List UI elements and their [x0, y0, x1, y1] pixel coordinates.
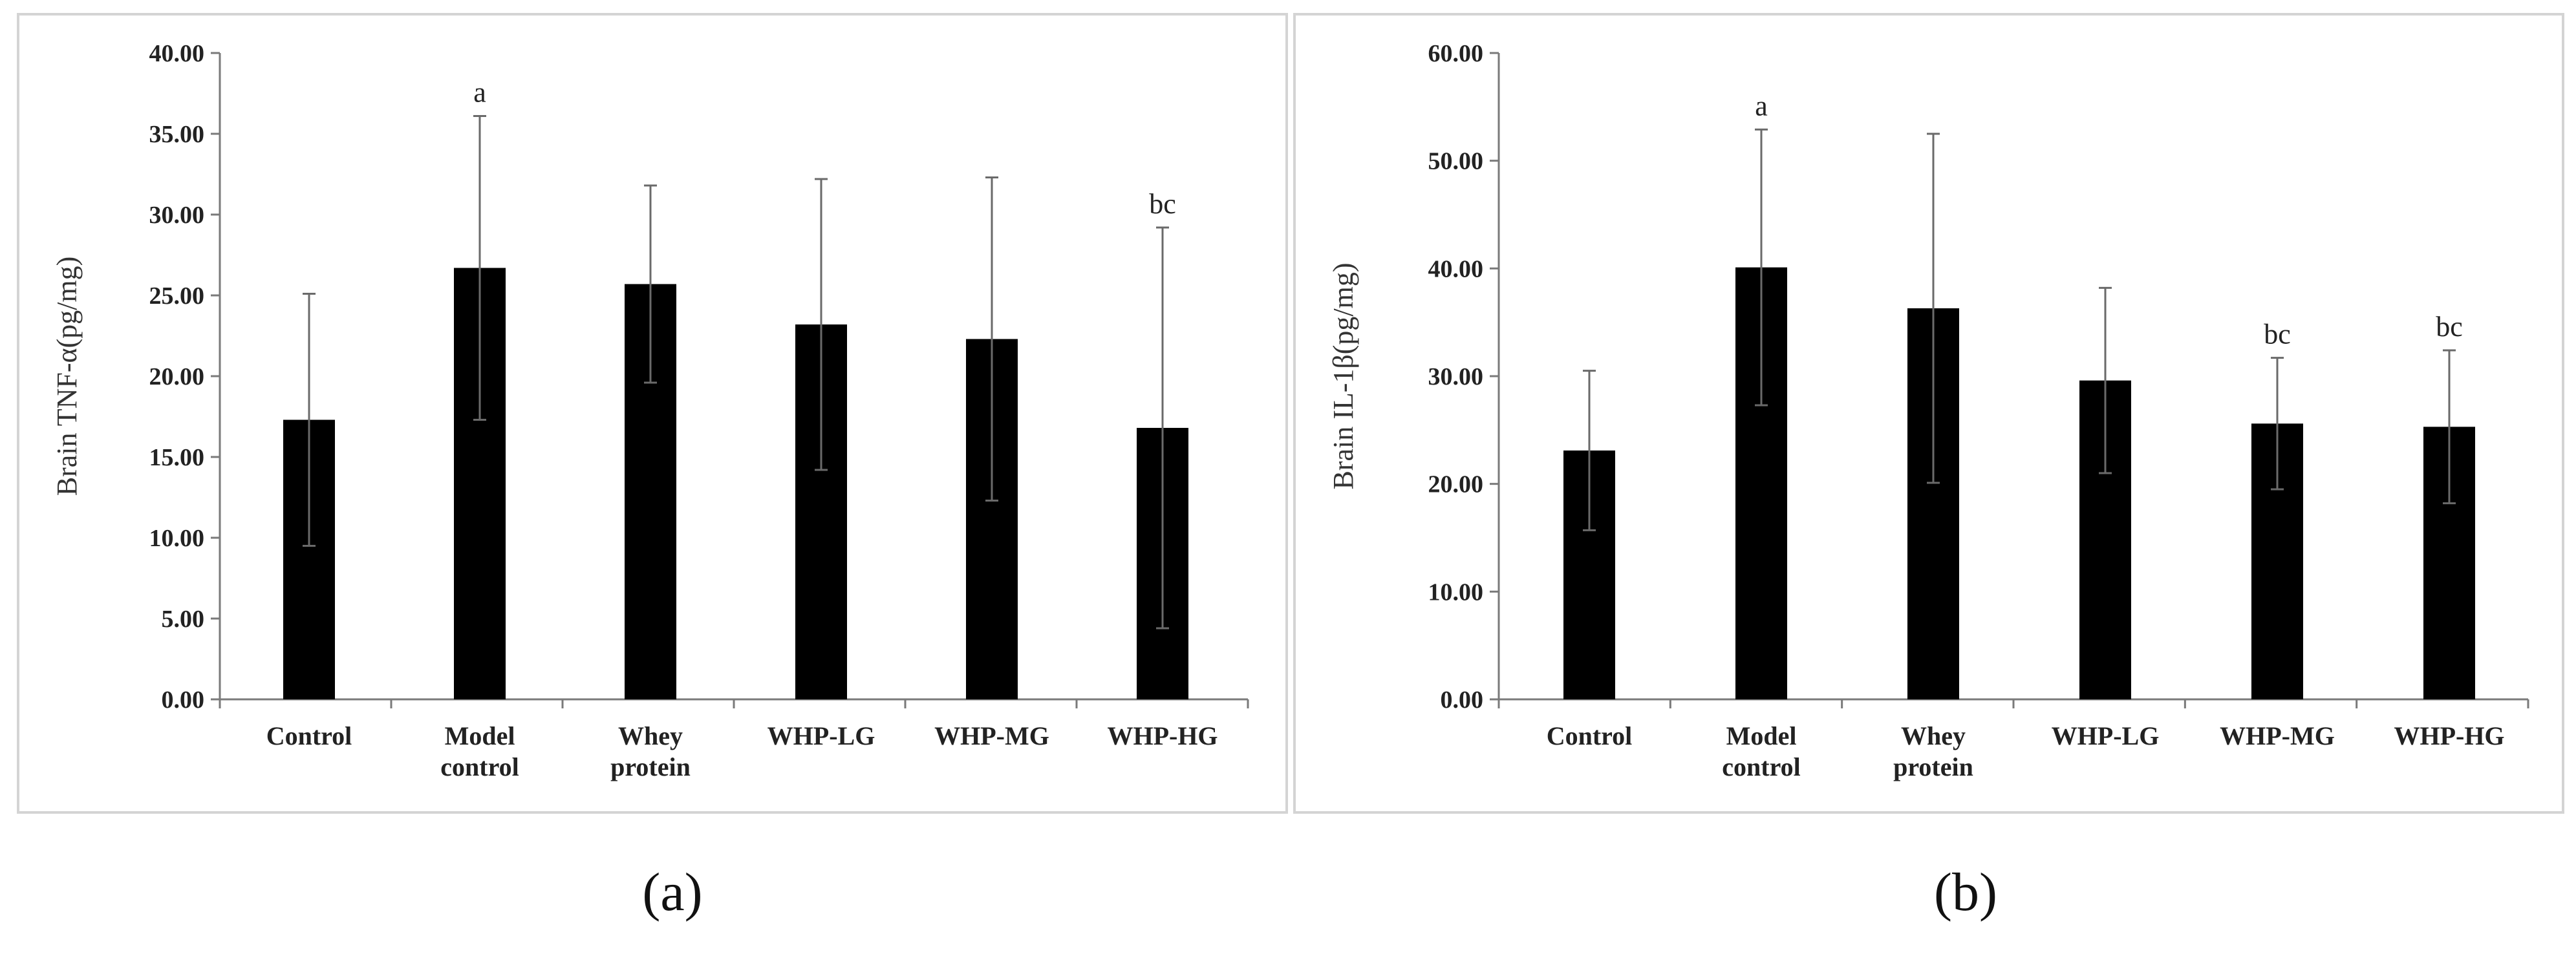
chart-a-y-tick-label: 10.00	[149, 525, 205, 552]
panel-a-frame	[17, 13, 1288, 814]
chart-b-y-tick-label: 60.00	[1428, 40, 1484, 67]
chart-b: 0.00 10.00 20.00 30.00 40.00 50.00 60.00 Contro…	[1327, 40, 2529, 922]
chart-a-panel-label: (a)	[642, 862, 702, 922]
panel-b-frame	[1293, 13, 2564, 814]
chart-a-category-label: Whey protein	[610, 721, 691, 781]
chart-b-significance-label: a	[1755, 90, 1768, 122]
chart-b-category-label: Model control	[1722, 721, 1800, 781]
chart-a-significance-label: bc	[1149, 188, 1176, 220]
chart-a: 0.00 5.00 10.00 15.00 20.00 25.00 30.00 35.00 40…	[51, 40, 1249, 922]
chart-b-significance-label: bc	[2436, 311, 2463, 343]
chart-a-y-tick-label: 5.00	[162, 606, 205, 633]
chart-b-y-axis-title: Brain IL-1β(pg/mg)	[1327, 262, 1359, 489]
chart-a-category-label: Control	[266, 721, 352, 750]
chart-a-significance-label: a	[473, 77, 486, 109]
chart-b-category-label: Control	[1547, 721, 1633, 750]
chart-a-y-tick-label: 20.00	[149, 363, 205, 390]
chart-b-category-label: WHP-MG	[2220, 721, 2335, 750]
chart-a-category-label: Model control	[440, 721, 519, 781]
chart-b-panel-label: (b)	[1934, 862, 1997, 922]
chart-a-category-label: WHP-LG	[767, 721, 875, 750]
chart-a-y-tick-label: 15.00	[149, 444, 205, 471]
chart-a-category-label: WHP-MG	[934, 721, 1049, 750]
chart-a-y-tick-label: 30.00	[149, 202, 205, 229]
chart-a-y-tick-label: 40.00	[149, 40, 205, 67]
chart-b-y-tick-label: 30.00	[1428, 363, 1484, 390]
chart-b-category-label: WHP-HG	[2394, 721, 2504, 750]
chart-b-significance-label: bc	[2264, 319, 2291, 350]
chart-b-y-tick-label: 40.00	[1428, 255, 1484, 282]
chart-b-category-label: Whey protein	[1893, 721, 1973, 781]
chart-b-category-label: WHP-LG	[2052, 721, 2160, 750]
chart-a-category-label: WHP-HG	[1107, 721, 1218, 750]
chart-a-y-tick-label: 35.00	[149, 121, 205, 148]
chart-b-y-tick-label: 20.00	[1428, 471, 1484, 498]
chart-a-y-tick-label: 0.00	[162, 686, 205, 714]
chart-a-y-tick-label: 25.00	[149, 282, 205, 310]
chart-b-y-tick-label: 0.00	[1441, 686, 1484, 714]
chart-a-y-axis-title: Brain TNF-α(pg/mg)	[51, 257, 83, 496]
chart-b-y-tick-label: 10.00	[1428, 578, 1484, 606]
chart-b-y-tick-label: 50.00	[1428, 148, 1484, 175]
